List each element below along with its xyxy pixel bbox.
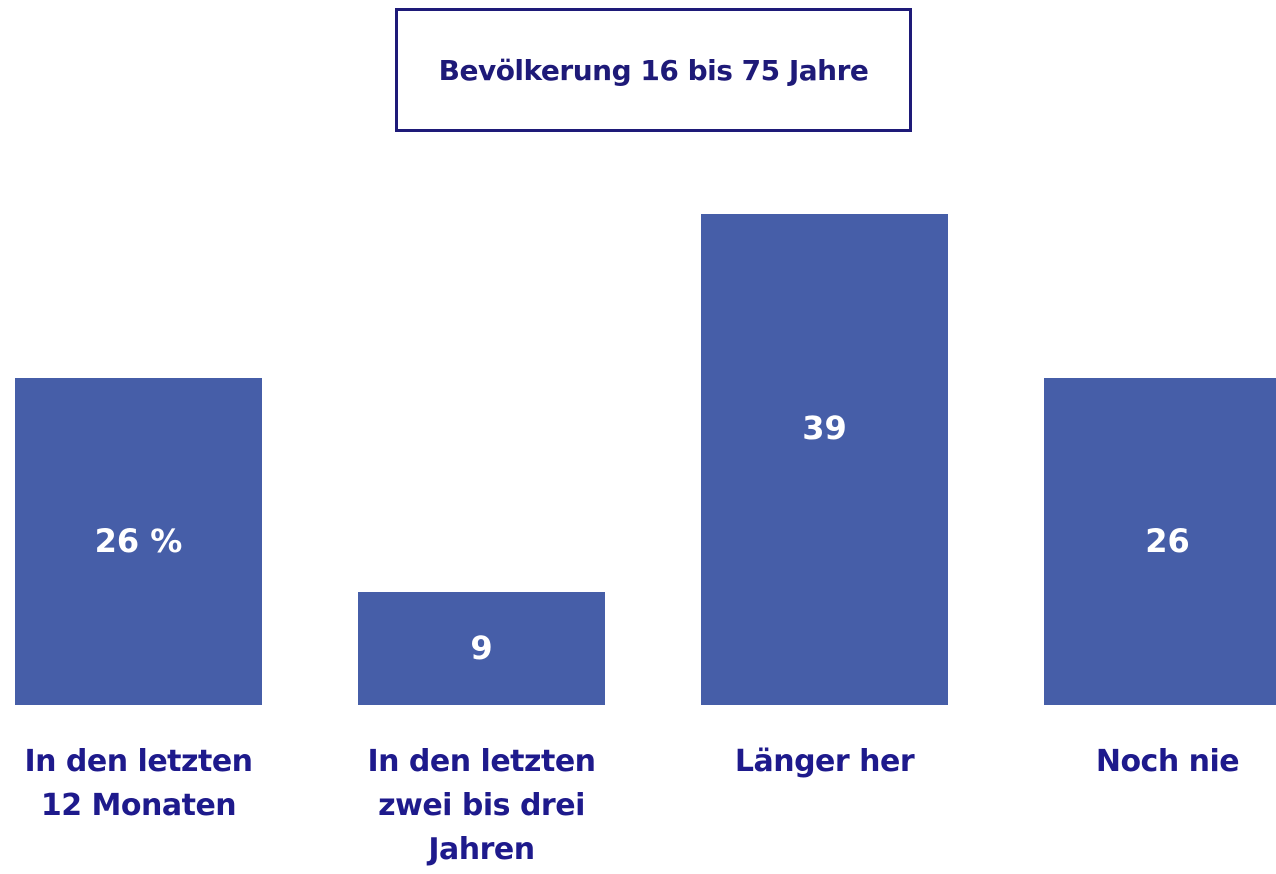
data-label: 9 [470, 629, 493, 668]
bar [701, 214, 948, 705]
title-box: Bevölkerung 16 bis 75 Jahre [395, 8, 912, 132]
x-tick-label: In den letzten 12 Monaten [24, 744, 253, 823]
data-label: 26 % [94, 522, 183, 561]
x-tick-label: In den letzten zwei bis drei Jahren [367, 744, 596, 867]
data-label: 39 [802, 409, 847, 447]
bar [1044, 377, 1276, 705]
data-label: 26 [1145, 522, 1190, 561]
x-tick-label: Noch nie [1095, 744, 1240, 779]
bar [358, 591, 605, 705]
chart-title: Bevölkerung 16 bis 75 Jahre [438, 53, 869, 87]
bar [15, 377, 262, 705]
x-tick-label: Länger her [734, 744, 915, 779]
